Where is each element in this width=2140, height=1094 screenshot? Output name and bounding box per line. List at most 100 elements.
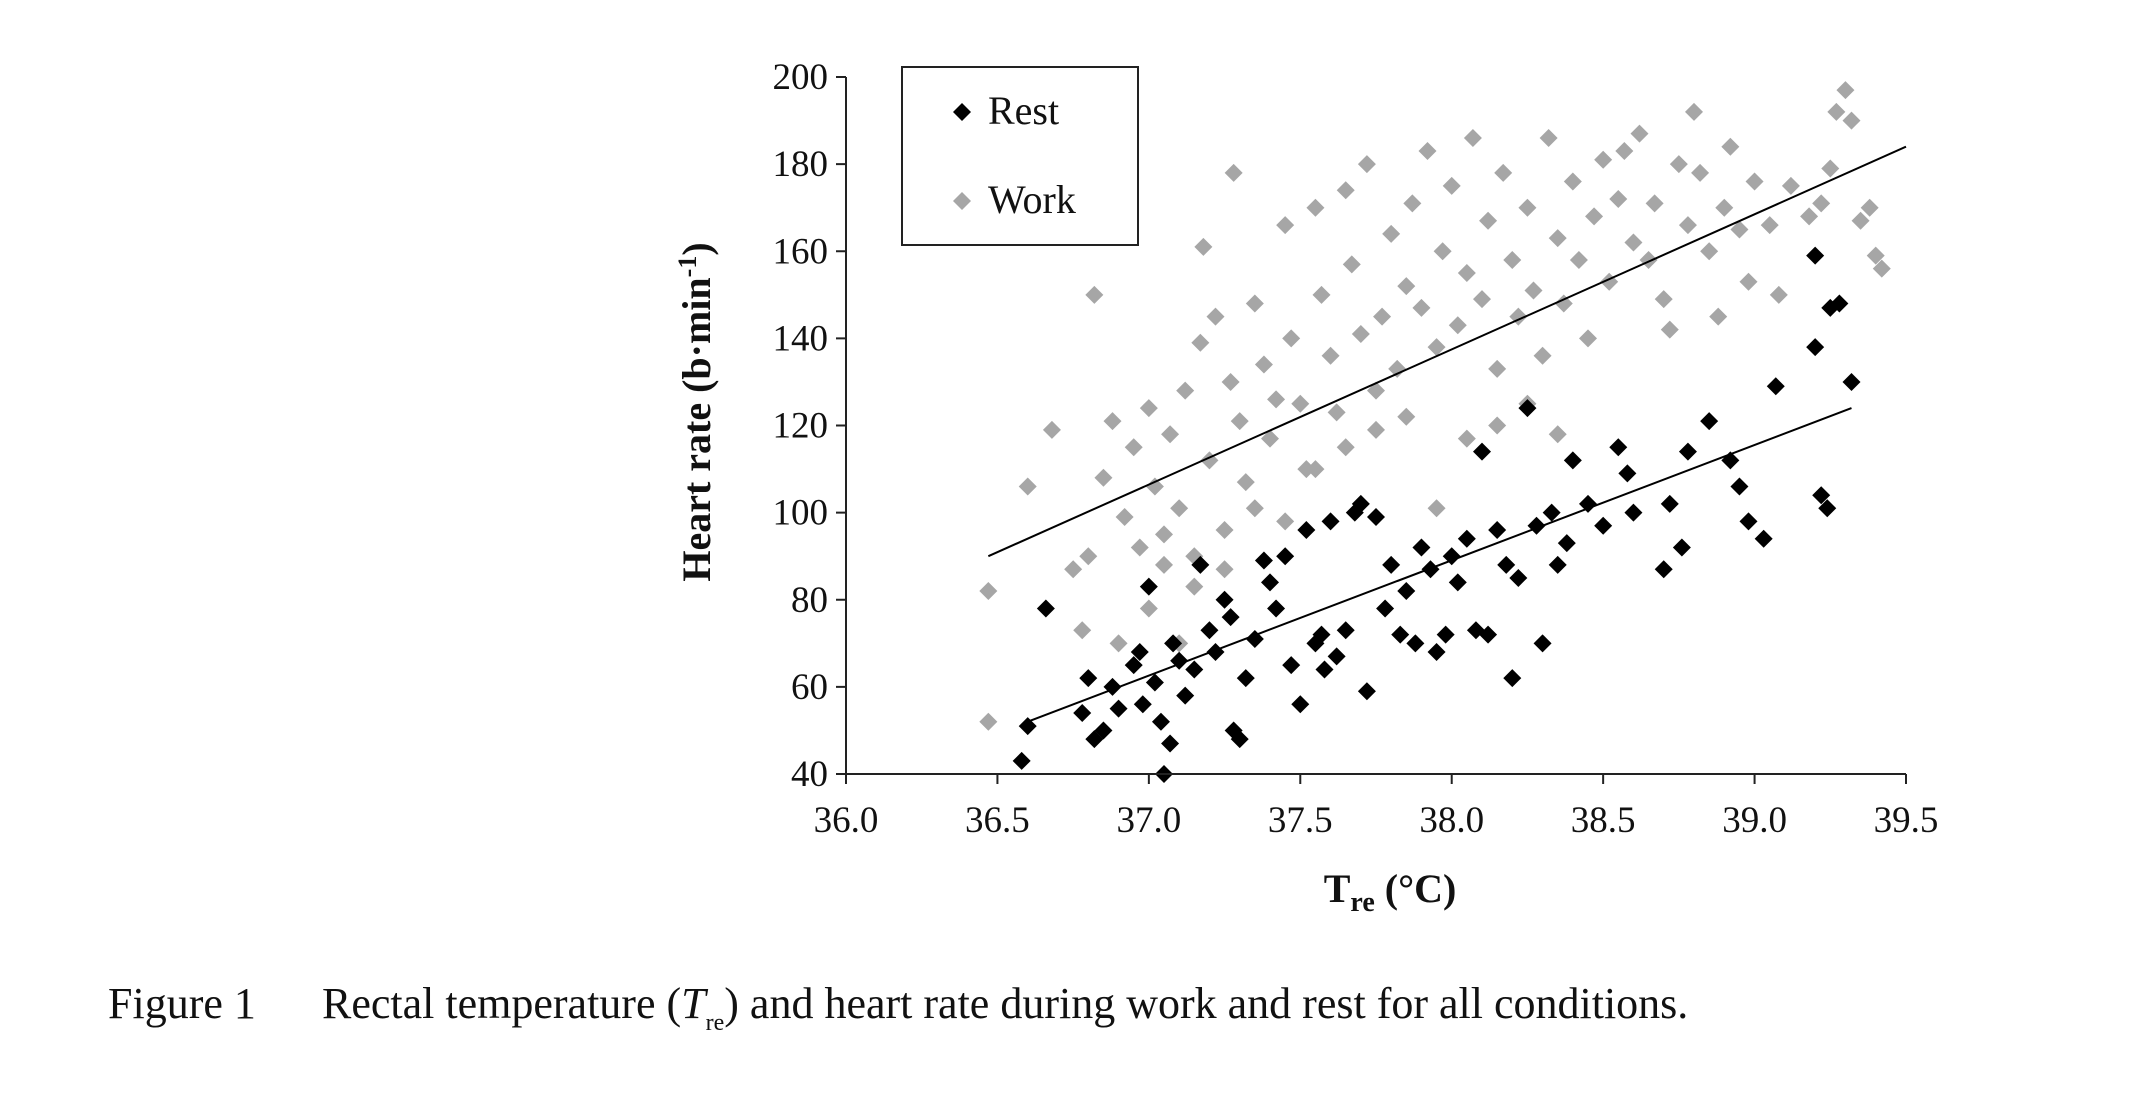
- data-point-work: [1312, 285, 1331, 304]
- data-point-work: [1018, 477, 1037, 496]
- data-point-work: [1479, 211, 1498, 230]
- data-point-rest: [1457, 529, 1476, 548]
- data-point-rest: [1357, 682, 1376, 701]
- data-point-work: [1442, 176, 1461, 195]
- data-point-rest: [1282, 656, 1301, 675]
- data-point-work: [1654, 290, 1673, 309]
- data-point-work: [1678, 216, 1697, 235]
- data-point-work: [1418, 142, 1437, 161]
- y-tick-label: 200: [773, 57, 829, 98]
- data-point-work: [1448, 316, 1467, 335]
- data-point-work: [1457, 264, 1476, 283]
- data-point-work: [1176, 381, 1195, 400]
- data-point-rest: [1806, 246, 1825, 265]
- data-point-rest: [1176, 686, 1195, 705]
- data-point-work: [1473, 290, 1491, 309]
- data-point-work: [1230, 412, 1249, 431]
- data-point-work: [1388, 359, 1407, 378]
- y-tick-label: 60: [791, 667, 828, 708]
- data-point-work: [1691, 163, 1710, 182]
- data-point-work: [1191, 333, 1210, 352]
- data-point-rest: [1818, 499, 1837, 518]
- data-point-rest: [1609, 438, 1628, 457]
- axes: [836, 76, 1907, 784]
- data-point-work: [1261, 429, 1279, 448]
- data-point-rest: [1133, 695, 1152, 714]
- data-point-rest: [1130, 643, 1149, 662]
- data-point-rest: [1151, 712, 1170, 731]
- data-point-rest: [1215, 590, 1234, 609]
- data-point-rest: [1276, 547, 1295, 566]
- y-tick-label: 140: [773, 318, 829, 359]
- data-point-work: [1609, 189, 1628, 208]
- data-point-rest: [1261, 573, 1279, 592]
- data-point-work: [1866, 246, 1885, 265]
- y-axis-label: Heart rate (b·min-1): [673, 242, 719, 581]
- data-point-rest: [1164, 634, 1183, 653]
- data-point-work: [1282, 329, 1301, 348]
- data-point-rest: [1036, 599, 1055, 618]
- data-point-work: [1064, 560, 1083, 579]
- data-point-work: [1194, 237, 1213, 256]
- data-point-work: [1276, 512, 1295, 531]
- data-point-work: [1109, 634, 1128, 653]
- data-point-work: [1224, 163, 1243, 182]
- data-point-work: [1524, 281, 1543, 300]
- data-point-work: [1412, 298, 1431, 317]
- y-tick-label: 160: [773, 231, 829, 272]
- data-point-rest: [1236, 669, 1255, 688]
- plot-area: [979, 81, 1907, 783]
- data-point-rest: [1618, 464, 1637, 483]
- data-point-work: [1548, 425, 1567, 444]
- data-point-rest: [1427, 643, 1446, 662]
- tick-labels: 40 60 80 100 120 140 160 180 200 36.0 36.5 37.0 37.5…: [773, 57, 1939, 841]
- data-point-work: [1488, 416, 1507, 435]
- data-point-work: [1539, 128, 1558, 147]
- x-tick-label: 37.0: [1116, 800, 1181, 841]
- data-point-rest: [1473, 442, 1491, 461]
- data-point-work: [979, 582, 998, 601]
- data-point-work: [1709, 307, 1728, 326]
- data-point-work: [1185, 577, 1204, 596]
- x-tick-label: 37.5: [1268, 800, 1333, 841]
- data-point-work: [1860, 198, 1879, 217]
- x-tick-label: 36.5: [965, 800, 1030, 841]
- data-point-rest: [1315, 660, 1334, 679]
- data-point-rest: [1254, 551, 1273, 570]
- legend-label-work: Work: [988, 177, 1076, 222]
- data-point-work: [1291, 394, 1310, 413]
- trendline-rest: [1027, 407, 1852, 723]
- data-point-rest: [1579, 494, 1597, 513]
- data-point-work: [1579, 329, 1597, 348]
- data-point-rest: [1654, 560, 1673, 579]
- data-point-rest: [1018, 717, 1037, 736]
- data-point-work: [1669, 155, 1688, 174]
- data-point-work: [1730, 220, 1749, 239]
- data-point-work: [1357, 155, 1376, 174]
- data-point-rest: [1594, 516, 1613, 535]
- data-point-rest: [1509, 568, 1528, 587]
- data-point-rest: [1730, 477, 1749, 496]
- data-point-work: [1639, 250, 1658, 269]
- data-point-rest: [1145, 673, 1164, 692]
- data-point-work: [1463, 128, 1482, 147]
- data-point-rest: [1391, 625, 1410, 644]
- data-point-rest: [1412, 538, 1431, 557]
- data-point-work: [1073, 621, 1092, 640]
- data-point-rest: [1376, 599, 1395, 618]
- data-point-work: [1115, 507, 1134, 526]
- data-point-work: [1821, 159, 1840, 178]
- data-point-work: [1254, 355, 1273, 374]
- x-tick-label: 39.0: [1722, 800, 1787, 841]
- legend: Rest Work: [901, 66, 1139, 246]
- x-axis-label: Tre (°C): [1324, 866, 1457, 918]
- data-point-work: [1769, 285, 1788, 304]
- data-point-rest: [1563, 451, 1582, 470]
- data-point-work: [1397, 277, 1416, 296]
- y-tick-label: 120: [773, 406, 829, 447]
- data-point-work: [1139, 399, 1158, 418]
- data-point-work: [1800, 207, 1819, 226]
- data-point-rest: [1221, 608, 1240, 627]
- data-point-work: [1569, 250, 1588, 269]
